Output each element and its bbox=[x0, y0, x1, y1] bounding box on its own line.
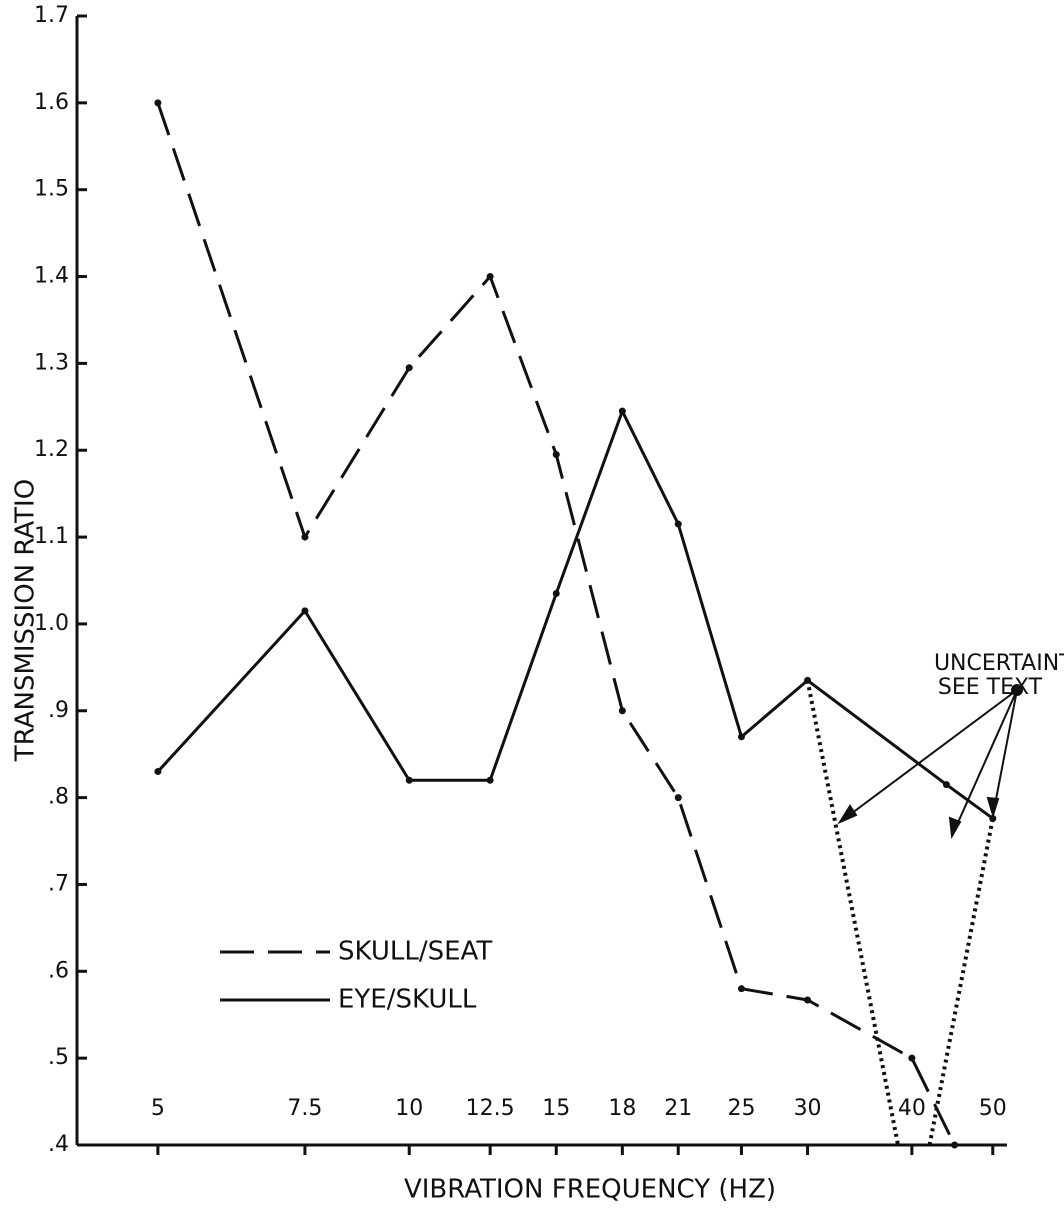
data-point bbox=[737, 733, 745, 741]
x-tick-label: 5 bbox=[151, 1096, 165, 1121]
data-point bbox=[552, 590, 560, 598]
x-tick-label: 12.5 bbox=[466, 1096, 515, 1121]
data-point bbox=[674, 794, 682, 802]
data-point bbox=[154, 99, 162, 107]
data-point bbox=[154, 768, 162, 776]
data-point bbox=[552, 451, 560, 459]
data-point bbox=[951, 1141, 959, 1149]
x-axis-label: VIBRATION FREQUENCY (HZ) bbox=[404, 1175, 776, 1205]
data-point bbox=[301, 607, 309, 615]
y-tick-label: .6 bbox=[48, 958, 69, 983]
data-point bbox=[737, 985, 745, 993]
y-tick-label: 1.2 bbox=[34, 437, 69, 462]
x-tick-label: 15 bbox=[542, 1096, 570, 1121]
data-point bbox=[405, 776, 413, 784]
y-tick-label: 1.1 bbox=[34, 524, 69, 549]
annotation: UNCERTAINTY bbox=[934, 651, 1064, 676]
y-tick-label: 1.0 bbox=[34, 611, 69, 636]
series-line bbox=[156, 102, 956, 1146]
y-axis-label: TRANSMISSION RATIO bbox=[11, 479, 41, 762]
y-tick-label: 1.3 bbox=[34, 350, 69, 375]
x-tick-label: 10 bbox=[395, 1096, 423, 1121]
annotation: SEE TEXT bbox=[938, 675, 1043, 700]
data-point bbox=[908, 1054, 916, 1062]
x-tick-label: 21 bbox=[664, 1096, 692, 1121]
y-tick-label: .7 bbox=[48, 871, 69, 896]
x-tick-label: 25 bbox=[727, 1096, 755, 1121]
legend-label: EYE/SKULL bbox=[338, 985, 477, 1015]
data-point bbox=[674, 520, 682, 528]
y-tick-label: 1.4 bbox=[34, 264, 69, 289]
data-point bbox=[486, 273, 494, 281]
y-tick-label: 1.6 bbox=[34, 90, 69, 115]
y-tick-label: 1.5 bbox=[34, 177, 69, 202]
data-point bbox=[405, 364, 413, 372]
x-tick-label: 50 bbox=[979, 1096, 1007, 1121]
y-tick-label: .4 bbox=[48, 1132, 69, 1157]
data-point bbox=[486, 776, 494, 784]
y-tick-label: .8 bbox=[48, 785, 69, 810]
data-point bbox=[301, 533, 309, 541]
x-tick-label: 40 bbox=[898, 1096, 926, 1121]
annotation-arrows bbox=[837, 684, 1023, 840]
x-tick-label: 30 bbox=[794, 1096, 822, 1121]
data-point bbox=[618, 707, 626, 715]
y-tick-label: .9 bbox=[48, 698, 69, 723]
y-tick-label: .5 bbox=[48, 1045, 69, 1070]
data-point bbox=[804, 996, 812, 1004]
legend-label: SKULL/SEAT bbox=[338, 937, 492, 967]
x-tick-label: 18 bbox=[608, 1096, 636, 1121]
data-point bbox=[618, 407, 626, 415]
data-point bbox=[942, 781, 950, 789]
uncertainty-line bbox=[805, 679, 900, 1146]
x-tick-label: 7.5 bbox=[287, 1096, 322, 1121]
y-tick-label: 1.7 bbox=[34, 3, 69, 28]
